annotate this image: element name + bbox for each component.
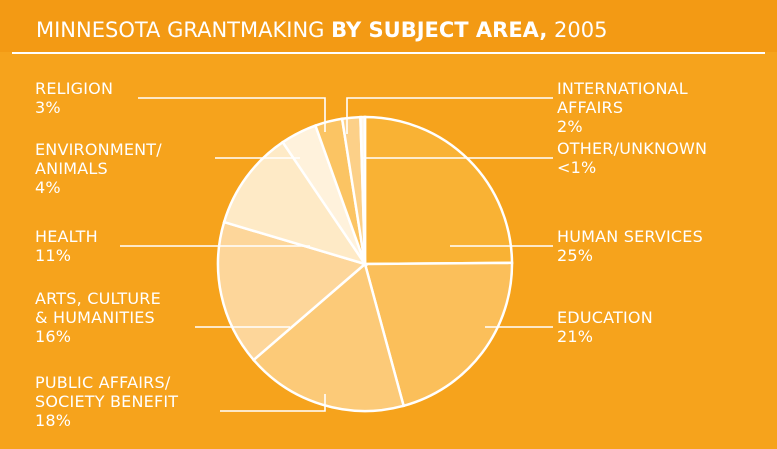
title-bar xyxy=(0,0,777,52)
category-label: PUBLIC AFFAIRS/ SOCIETY BENEFIT xyxy=(35,373,179,411)
value-label: 18% xyxy=(35,411,72,430)
slice-label: HEALTH 11% xyxy=(35,227,98,265)
value-label: 3% xyxy=(35,98,61,117)
leader-line xyxy=(138,97,326,132)
category-label: OTHER/UNKNOWN xyxy=(557,139,708,158)
category-label: HEALTH xyxy=(35,227,98,246)
pie xyxy=(216,115,514,413)
title-part: MINNESOTA GRANTMAKING xyxy=(36,18,325,42)
slice-label: EDUCATION 21% xyxy=(557,308,653,346)
title-part: 2005 xyxy=(553,18,608,42)
slice-label: HUMAN SERVICES 25% xyxy=(557,227,703,265)
slice-label: OTHER/UNKNOWN <1% xyxy=(557,139,707,177)
value-label: 2% xyxy=(557,117,583,136)
slice-label: ENVIRONMENT/ ANIMALS 4% xyxy=(35,140,162,197)
title-part: BY SUBJECT AREA, xyxy=(331,18,548,42)
value-label: 16% xyxy=(35,327,72,346)
pie-slice xyxy=(216,220,368,362)
category-label: RELIGION xyxy=(35,79,114,98)
slice-label: INTERNATIONAL AFFAIRS 2% xyxy=(557,79,688,136)
pie-slice xyxy=(363,115,514,266)
pie-slice xyxy=(363,261,514,408)
pie-slice xyxy=(251,261,406,413)
slice-label: ARTS, CULTURE & HUMANITIES 16% xyxy=(35,289,161,346)
chart-title: MINNESOTA GRANTMAKING BY SUBJECT AREA, 2… xyxy=(36,18,607,42)
category-label: EDUCATION xyxy=(557,308,653,327)
category-label: INTERNATIONAL AFFAIRS xyxy=(557,79,688,117)
slice-label: RELIGION 3% xyxy=(35,79,113,117)
pie-slice xyxy=(222,140,368,267)
category-label: ARTS, CULTURE & HUMANITIES xyxy=(35,289,161,327)
value-label: 4% xyxy=(35,178,61,197)
value-label: 25% xyxy=(557,246,594,265)
leader-line xyxy=(346,97,553,134)
value-label: <1% xyxy=(557,158,597,177)
value-label: 11% xyxy=(35,246,72,265)
category-label: ENVIRONMENT/ ANIMALS xyxy=(35,140,162,178)
leader-line xyxy=(220,394,326,412)
value-label: 21% xyxy=(557,327,594,346)
pie-slice xyxy=(359,115,367,265)
slice-label: PUBLIC AFFAIRS/ SOCIETY BENEFIT 18% xyxy=(35,373,178,430)
category-label: HUMAN SERVICES xyxy=(557,227,703,246)
